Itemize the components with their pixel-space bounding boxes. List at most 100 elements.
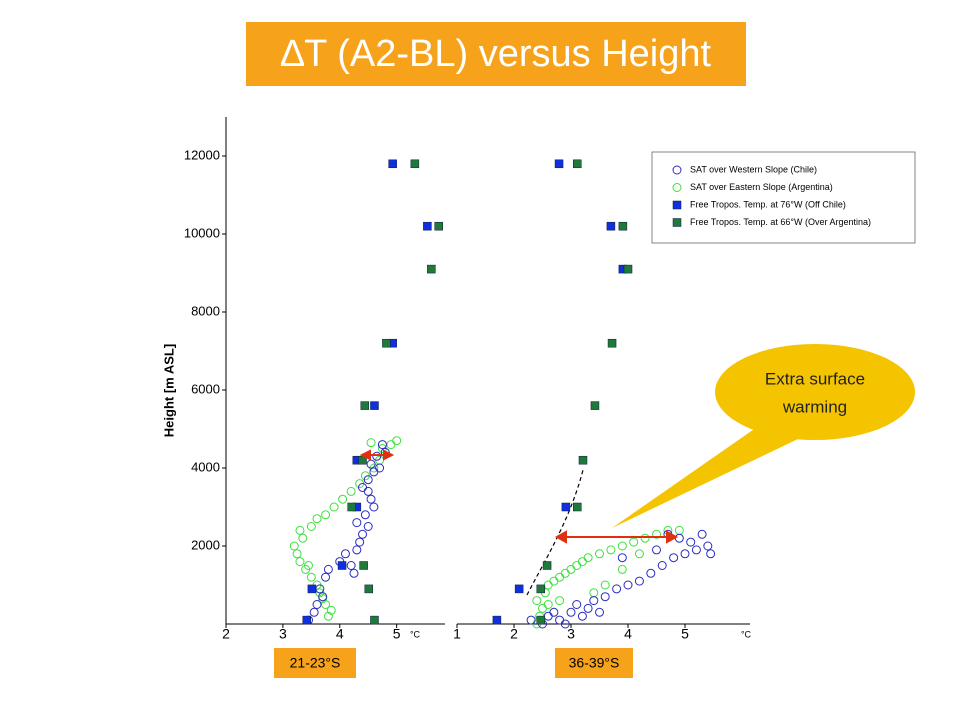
point <box>347 502 356 512</box>
point <box>646 568 656 578</box>
point <box>410 159 420 169</box>
y-tick-label: 2000 <box>191 537 220 552</box>
point <box>377 440 387 450</box>
point <box>617 564 627 574</box>
x-tick-label: 3 <box>567 626 575 642</box>
point <box>359 561 368 570</box>
legend-label: SAT over Eastern Slope (Argentina) <box>690 182 833 192</box>
point <box>289 541 299 551</box>
region-label: 36-39°S <box>569 655 620 671</box>
point <box>583 603 593 613</box>
legend-marker <box>672 165 682 175</box>
point <box>652 545 662 555</box>
x-axis-label: °C <box>741 629 752 639</box>
point <box>555 615 565 625</box>
point <box>312 514 322 524</box>
point <box>427 264 436 274</box>
point <box>617 541 627 551</box>
point <box>349 568 359 578</box>
x-tick-label: 5 <box>393 626 401 642</box>
point <box>298 533 308 543</box>
point <box>292 549 302 559</box>
point <box>321 572 331 582</box>
point <box>555 572 565 582</box>
point <box>607 338 617 348</box>
title-box <box>246 22 746 86</box>
y-tick-label: 6000 <box>191 381 220 396</box>
point <box>346 486 356 496</box>
point <box>306 522 316 531</box>
point <box>295 557 305 567</box>
y-tick-label: 8000 <box>191 303 220 318</box>
point <box>323 611 333 621</box>
x-tick-label: 2 <box>510 626 518 642</box>
point <box>589 588 599 598</box>
point <box>606 221 616 231</box>
legend-marker <box>672 200 682 210</box>
region-label-box <box>555 648 633 678</box>
point <box>337 561 347 570</box>
point <box>543 611 553 621</box>
point <box>573 502 582 512</box>
point <box>674 525 684 535</box>
x-tick-label: 4 <box>336 626 344 642</box>
point <box>363 522 373 531</box>
point <box>434 221 443 231</box>
point <box>321 600 331 609</box>
point <box>366 494 376 504</box>
y-tick-label: 12000 <box>184 147 220 162</box>
point <box>600 580 610 590</box>
point <box>612 584 622 594</box>
point <box>703 541 713 551</box>
point <box>360 510 370 520</box>
point <box>572 600 582 609</box>
point <box>555 596 565 606</box>
legend-box <box>651 151 916 244</box>
point <box>543 580 553 590</box>
point <box>309 607 319 617</box>
y-tick-label: 10000 <box>184 225 220 240</box>
point <box>617 553 627 563</box>
point <box>560 568 570 578</box>
point <box>554 159 564 169</box>
point <box>312 600 322 609</box>
point <box>352 518 362 528</box>
legend-label: SAT over Western Slope (Chile) <box>690 164 817 174</box>
point <box>358 529 368 539</box>
point <box>606 545 616 555</box>
point <box>323 564 333 574</box>
point <box>640 533 650 543</box>
point <box>577 611 587 621</box>
point <box>352 545 362 555</box>
point <box>589 596 599 606</box>
point <box>355 537 365 547</box>
point <box>583 553 593 563</box>
region-label: 21-23°S <box>290 655 341 671</box>
dashed-curve <box>526 469 584 596</box>
point <box>600 592 610 602</box>
point <box>375 463 385 473</box>
point <box>423 221 432 231</box>
point <box>307 584 317 594</box>
y-tick-label: 4000 <box>191 459 220 474</box>
legend-label: Free Tropos. Temp. at 76°W (Off Chile) <box>690 199 846 209</box>
x-tick-label: 2 <box>222 626 230 642</box>
point <box>577 557 587 567</box>
legend-marker <box>672 183 682 192</box>
point <box>364 584 374 594</box>
point <box>549 607 559 617</box>
point <box>363 475 373 485</box>
point <box>634 576 644 586</box>
point <box>652 529 662 539</box>
point <box>366 459 376 469</box>
point <box>340 549 350 559</box>
point <box>697 529 707 539</box>
point <box>623 580 633 590</box>
callout-text: warming <box>782 397 847 416</box>
point <box>321 510 331 520</box>
point <box>543 600 553 609</box>
point <box>595 549 605 559</box>
point <box>572 561 582 570</box>
point <box>382 338 391 348</box>
